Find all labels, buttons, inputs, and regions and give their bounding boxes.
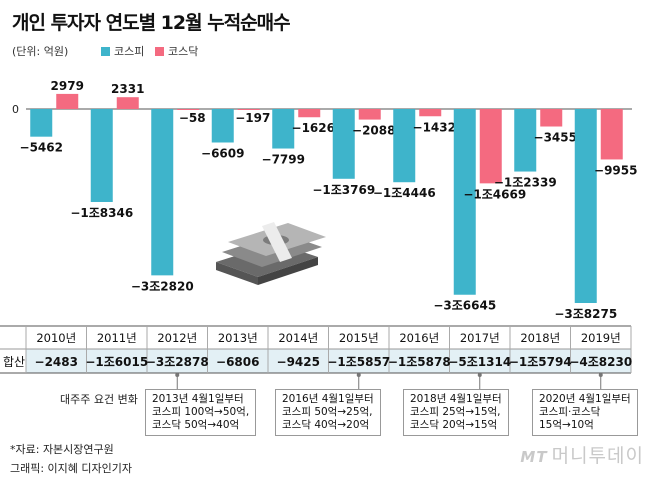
label-kosdaq-0: 2979 [51, 79, 84, 93]
label-kosdaq-7: −1조4669 [463, 187, 526, 201]
total-value-9: −4조8230 [569, 355, 632, 369]
bar-kosdaq-3 [237, 109, 260, 110]
conditions-label: 대주주 요건 변화 [60, 393, 138, 406]
legend-kospi: 코스피 [101, 43, 144, 59]
legend-swatch-kosdaq [155, 46, 164, 56]
condition-note-2020: 2020년 4월1일부터 코스피·코스닥 15억→10억 [532, 389, 638, 436]
logo-name: 머니투데이 [551, 445, 644, 467]
unit-label: (단위: 억원) [12, 45, 69, 58]
label-kosdaq-1: 2331 [111, 82, 144, 96]
bar-kospi-9 [574, 109, 597, 303]
label-kospi-7: −3조6645 [433, 299, 496, 313]
credit-note: 그래픽: 이지혜 디자인기자 [10, 462, 133, 475]
year-label-7: 2017년 [460, 331, 500, 345]
bar-kospi-7 [453, 109, 476, 295]
legend-label-kospi: 코스피 [114, 45, 145, 58]
zero-tick-label: 0 [12, 103, 19, 116]
bar-kospi-5 [332, 109, 355, 179]
total-value-8: −1조5794 [509, 355, 572, 369]
total-value-3: −6806 [216, 355, 259, 369]
bar-kospi-0 [30, 109, 53, 137]
label-kosdaq-3: −197 [235, 111, 270, 125]
legend-swatch-kospi [101, 46, 110, 56]
note-connector-dot-0 [175, 373, 180, 377]
bar-kosdaq-8 [540, 109, 563, 127]
year-label-9: 2019년 [581, 331, 621, 345]
label-kospi-8: −1조2339 [494, 176, 557, 190]
year-label-4: 2014년 [278, 331, 318, 345]
bar-kospi-2 [151, 109, 174, 276]
money-illustration-part-2 [258, 257, 318, 285]
label-kosdaq-8: −3455 [534, 131, 577, 145]
money-illustration-part-1 [216, 262, 258, 285]
label-kospi-6: −1조4446 [373, 186, 436, 200]
label-kospi-3: −6609 [201, 146, 244, 160]
bar-kospi-6 [393, 109, 416, 183]
label-kospi-2: −3조2820 [131, 279, 194, 293]
chart-title: 개인 투자자 연도별 12월 누적순매수 [12, 12, 291, 34]
year-label-5: 2015년 [339, 331, 379, 345]
publisher-logo: MT 머니투데이 [520, 441, 644, 468]
bar-kospi-8 [514, 109, 537, 172]
label-kosdaq-4: −1626 [292, 121, 335, 135]
bar-kospi-4 [272, 109, 295, 149]
bar-kosdaq-0 [56, 93, 79, 109]
label-kospi-9: −3조8275 [554, 307, 617, 321]
bar-kosdaq-6 [419, 109, 442, 117]
label-kospi-4: −7799 [262, 153, 305, 167]
condition-note-2013: 2013년 4월1일부터 코스피 100억→50억, 코스닥 50억→40억 [145, 389, 257, 436]
note-connector-dot-3 [598, 373, 603, 377]
bar-kosdaq-1 [116, 97, 139, 109]
bar-kosdaq-4 [298, 109, 321, 118]
money-illustration-part-6 [262, 222, 292, 262]
note-connector-dot-1 [356, 373, 361, 377]
year-label-0: 2010년 [36, 331, 76, 345]
label-kosdaq-2: −58 [179, 111, 206, 125]
label-kospi-1: −1조8346 [70, 206, 133, 220]
bar-kosdaq-5 [358, 109, 381, 120]
legend-kosdaq: 코스닥 [155, 43, 198, 59]
total-value-4: −9425 [277, 355, 320, 369]
label-kosdaq-5: −2088 [352, 124, 395, 138]
label-kosdaq-9: −9955 [594, 163, 637, 177]
logo-mark: MT [520, 448, 548, 466]
total-value-1: −1조6015 [85, 355, 148, 369]
year-label-8: 2018년 [520, 331, 560, 345]
source-note: *자료: 자본시장연구원 [10, 443, 114, 456]
bar-kospi-3 [211, 109, 234, 143]
note-connector-dot-2 [477, 373, 482, 377]
year-label-6: 2016년 [399, 331, 439, 345]
bar-kosdaq-9 [600, 109, 623, 160]
total-value-2: −3조2878 [146, 355, 209, 369]
year-label-1: 2011년 [97, 331, 137, 345]
total-value-7: −5조1314 [448, 355, 511, 369]
total-value-6: −1조5878 [388, 355, 451, 369]
total-value-0: −2483 [35, 355, 78, 369]
totals-row-label: 합산 [3, 355, 25, 369]
legend-label-kosdaq: 코스닥 [168, 45, 199, 58]
bar-kospi-1 [90, 109, 113, 202]
bar-kosdaq-2 [177, 109, 200, 110]
label-kospi-5: −1조3769 [312, 183, 375, 197]
total-value-5: −1조5857 [327, 355, 390, 369]
year-label-3: 2013년 [218, 331, 258, 345]
condition-note-2016: 2016년 4월1일부터 코스피 50억→25억, 코스닥 40억→20억 [275, 389, 381, 436]
label-kosdaq-6: −1432 [413, 120, 456, 134]
condition-note-2018: 2018년 4월1일부터 코스피 25억→15억, 코스닥 20억→15억 [403, 389, 509, 436]
year-label-2: 2012년 [157, 331, 197, 345]
bar-kosdaq-7 [479, 109, 502, 184]
label-kospi-0: −5462 [20, 141, 63, 155]
